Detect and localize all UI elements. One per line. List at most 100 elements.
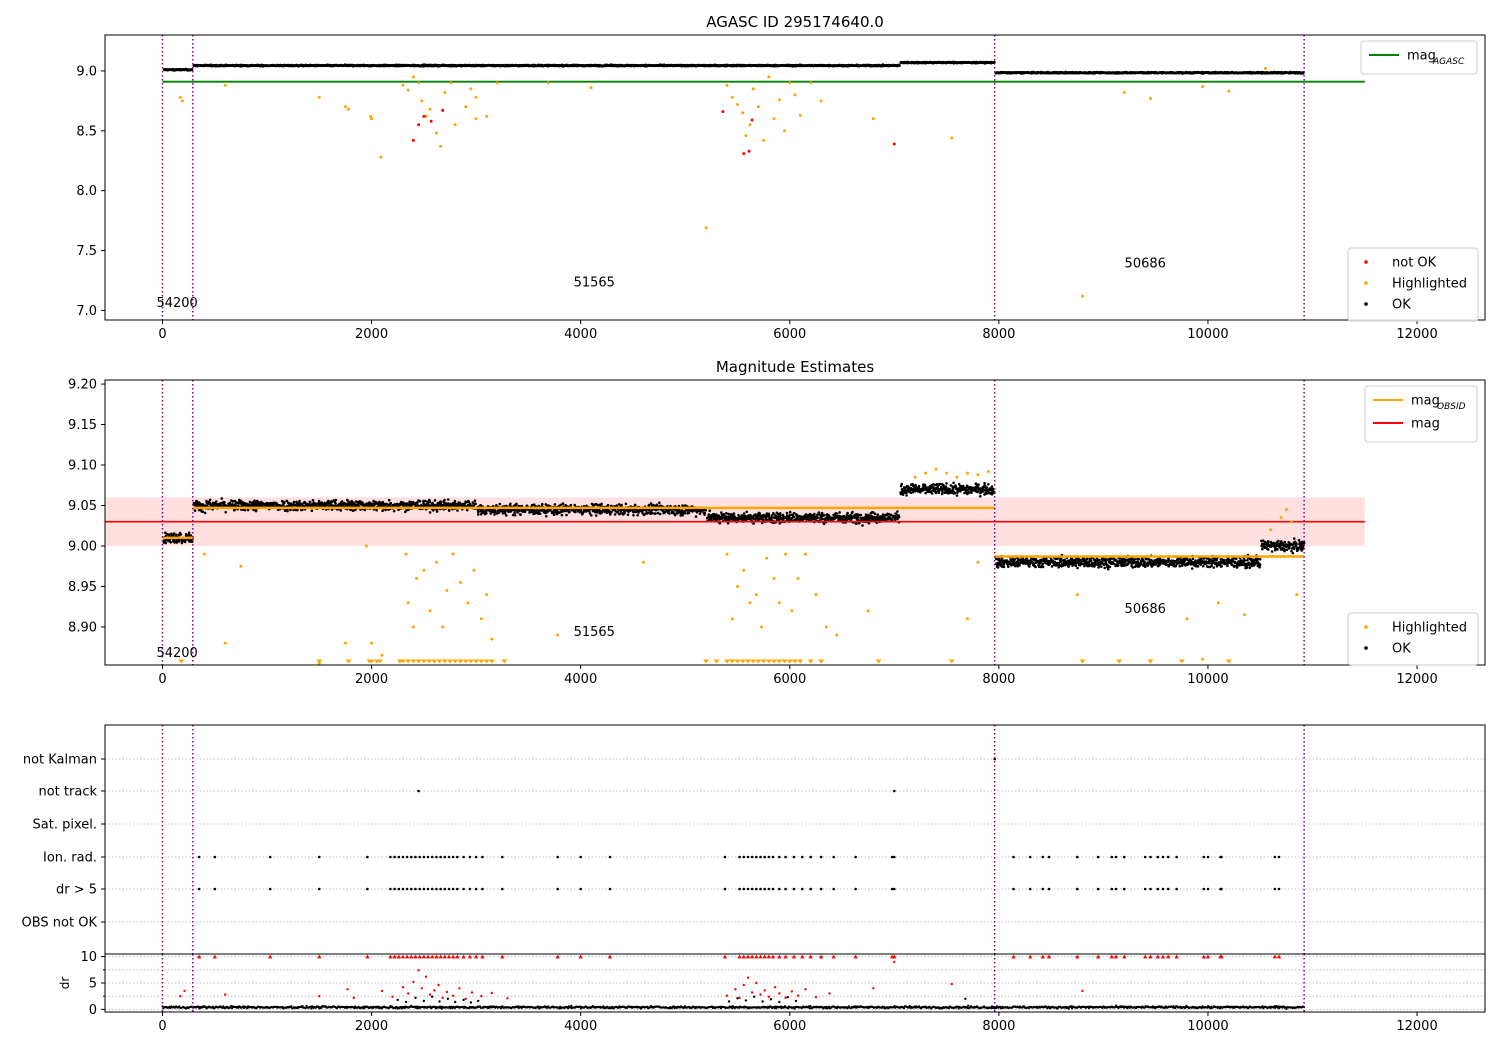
p2-ok-point [616, 511, 619, 514]
p2-ok-point [613, 513, 617, 516]
p1-highlighted-point [783, 129, 786, 133]
p1-highlighted-point [1149, 97, 1152, 100]
p2-ok-point [543, 509, 547, 512]
p2-ok-point [553, 503, 557, 506]
p2-ok-point [179, 533, 183, 536]
p1-bottom-legend-label: Highlighted [1392, 277, 1467, 292]
p2-ok-point [428, 500, 432, 504]
p2-ok-point [354, 500, 358, 503]
p1-highlighted-point [762, 138, 766, 142]
p1-not-ok-point [892, 142, 896, 146]
p2-ok-point [569, 503, 573, 507]
p1-obsid-label: 51565 [574, 275, 615, 290]
p2-ok-point [485, 511, 488, 515]
p1-highlighted-point [741, 111, 745, 115]
p1-highlighted-point [819, 99, 823, 103]
p1-highlighted-point [704, 226, 708, 230]
p1-highlighted-point [411, 75, 415, 79]
p1-highlighted-point [793, 93, 797, 97]
panel2-title: Magnitude Estimates [716, 358, 874, 376]
p2-ok-point [203, 511, 207, 515]
p1-highlighted-point [401, 83, 405, 87]
p1-highlighted-point [1227, 89, 1231, 93]
p2-ok-point [465, 508, 469, 512]
agasc-magnitude-panel: AGASC ID 295174640.0 7.07.58.08.59.00 200… [76, 13, 1486, 342]
p1-highlighted-point [730, 95, 734, 99]
p2-ok-point [310, 509, 314, 512]
p2-xtick-label: 4000 [564, 672, 597, 687]
p2-ok-point [308, 500, 312, 504]
p2-ok-point [561, 502, 565, 505]
p1-bottom-legend-point-swatch [1364, 281, 1368, 285]
p1-highlighted-point [420, 99, 424, 103]
p1-highlighted-point [1122, 91, 1126, 94]
p2-ok-point [596, 503, 599, 507]
p1-highlighted-point [589, 86, 593, 90]
p1-highlighted-point [950, 136, 954, 140]
p2-ok-point [398, 503, 402, 507]
p1-top-legend-label-subscript: AGASC [1432, 57, 1465, 67]
p1-obsid-label: 50686 [1125, 256, 1166, 271]
p1-highlighted-point [453, 123, 457, 127]
p2-ok-point [298, 499, 301, 503]
p1-not-ok-point [417, 123, 421, 127]
p2-ytick-label: 8.95 [68, 580, 97, 595]
p1-bottom-legend-label: OK [1392, 298, 1411, 313]
p1-highlighted-point [772, 117, 776, 121]
p2-ok-point [214, 500, 218, 503]
p2-ok-point [453, 499, 457, 503]
p1-highlighted-point [1201, 85, 1205, 88]
p1-highlighted-point [180, 99, 184, 103]
p2-ytick-label: 9.20 [68, 378, 97, 393]
p2-ok-point [175, 533, 178, 537]
p2-xtick-label: 2000 [355, 672, 388, 687]
p2-ok-point [243, 508, 247, 512]
p2-ok-point [517, 509, 521, 513]
p2-ok-point [519, 513, 522, 516]
p1-not-ok-point [429, 119, 433, 123]
p2-ok-point [493, 513, 496, 516]
magnitude-estimates-panel: Magnitude Estimates 8.908.959.009.059.10… [68, 358, 1486, 687]
p2-ok-point [387, 498, 391, 502]
p2-ok-point [193, 509, 197, 512]
p2-ytick-label: 9.00 [68, 539, 97, 554]
p1-highlighted-point [788, 81, 792, 85]
p2-ok-point [606, 503, 610, 507]
p1-highlighted-point [317, 95, 321, 99]
p2-ok-point [552, 513, 556, 516]
p1-ok-point [898, 64, 901, 67]
p1-highlighted-point [809, 81, 813, 85]
p2-ytick-label: 9.05 [68, 499, 97, 514]
p1-top-legend-label: mag [1407, 49, 1436, 64]
p2-ok-point [633, 503, 637, 507]
p2-ok-point [433, 499, 437, 502]
p2-ok-point [565, 513, 568, 517]
p1-highlighted-point [756, 105, 760, 109]
p2-ok-point [541, 502, 544, 506]
p2-ok-point [201, 510, 205, 513]
p2-ok-point [620, 503, 623, 507]
p2-ok-point [228, 501, 232, 505]
p1-bottom-legend-point-swatch [1364, 302, 1368, 306]
p2-ok-point [187, 531, 191, 535]
p2-ok-point [513, 511, 516, 515]
p1-not-ok-point [747, 149, 751, 153]
p2-ok-point [428, 511, 432, 514]
p2-ok-point [505, 514, 508, 517]
p1-highlighted-point [725, 83, 729, 87]
p2-ok-point [497, 511, 501, 515]
p1-highlighted-point [767, 75, 771, 79]
p1-highlighted-point [178, 95, 182, 99]
p2-ok-point [447, 509, 451, 512]
p1-highlighted-point [777, 98, 781, 102]
p2-ok-point [474, 502, 477, 506]
p2-ok-point [624, 502, 628, 506]
p2-ytick-label: 9.15 [68, 418, 97, 433]
p2-ok-point [513, 514, 517, 517]
p2-ok-point [538, 512, 542, 515]
p2-ok-point [610, 510, 613, 514]
p1-highlighted-point [744, 134, 748, 138]
p1-highlighted-point [347, 107, 351, 111]
p1-ytick-label: 9.0 [76, 64, 97, 79]
p1-highlighted-point [474, 95, 478, 99]
